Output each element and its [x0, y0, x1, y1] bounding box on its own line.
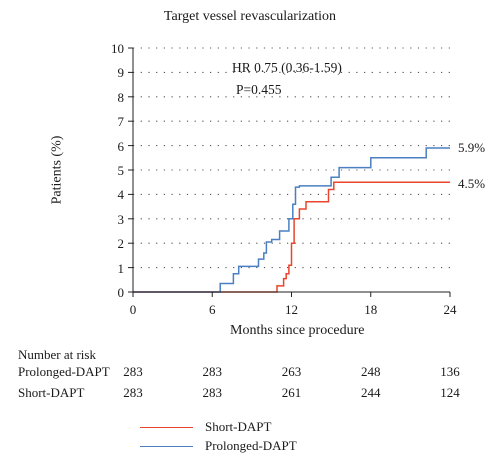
y-tick-label-8: 8	[117, 89, 125, 105]
risk-row-label-prolonged: Prolonged-DAPT	[18, 364, 110, 379]
prolonged-dapt-end-label: 5.9%	[458, 140, 486, 155]
x-tick-label-12: 12	[285, 302, 298, 317]
risk-value-r0-c0: 283	[123, 364, 143, 379]
legend-swatch-prolonged-dapt	[140, 446, 193, 447]
risk-table-title: Number at risk	[18, 347, 96, 362]
short-dapt-end-label: 4.5%	[458, 176, 486, 191]
legend-label-prolonged-dapt: Prolonged-DAPT	[205, 438, 297, 453]
legend-label-short-dapt: Short-DAPT	[205, 419, 272, 434]
legend-swatch-short-dapt	[140, 427, 193, 428]
x-axis-label: Months since procedure	[230, 323, 365, 338]
y-tick-label-7: 7	[117, 114, 125, 130]
y-tick-label-5: 5	[117, 163, 125, 178]
y-tick-label-1: 1	[117, 260, 125, 276]
series-line-short-dapt	[133, 181, 450, 293]
y-tick-label-9: 9	[117, 65, 125, 81]
series-line-prolonged-dapt	[133, 147, 450, 293]
y-axis-label: Patients (%)	[49, 135, 65, 205]
y-tick-label-2: 2	[117, 236, 125, 252]
y-tick-label-0: 0	[117, 285, 125, 300]
risk-value-r0-c3: 248	[361, 364, 381, 379]
y-tick-label-10: 10	[111, 41, 124, 56]
x-tick-label-0: 0	[129, 302, 137, 317]
series-lines	[133, 147, 450, 293]
y-tick-label-4: 4	[117, 187, 125, 203]
risk-value-r1-c1: 283	[202, 385, 223, 400]
p-value-annotation: P=0.455	[236, 82, 282, 97]
y-tick-label-6: 6	[117, 138, 125, 154]
axes	[128, 47, 451, 297]
x-tick-label-24: 24	[443, 302, 457, 317]
risk-row-label-short: Short-DAPT	[18, 385, 85, 400]
risk-value-r1-c4: 124	[440, 385, 460, 400]
risk-value-r1-c3: 244	[361, 385, 381, 400]
y-tick-label-3: 3	[117, 211, 125, 227]
x-tick-label-6: 6	[209, 302, 216, 317]
hazard-ratio-annotation: HR 0.75 (0.36-1.59)	[232, 60, 342, 75]
risk-value-r1-c0: 283	[123, 385, 143, 400]
risk-value-r0-c1: 283	[202, 364, 223, 379]
risk-value-r1-c2: 261	[281, 385, 302, 400]
x-tick-label-18: 18	[364, 302, 378, 317]
risk-value-r0-c4: 136	[440, 364, 460, 379]
risk-value-r0-c2: 263	[281, 364, 302, 379]
chart-title: Target vessel revascularization	[163, 9, 337, 24]
